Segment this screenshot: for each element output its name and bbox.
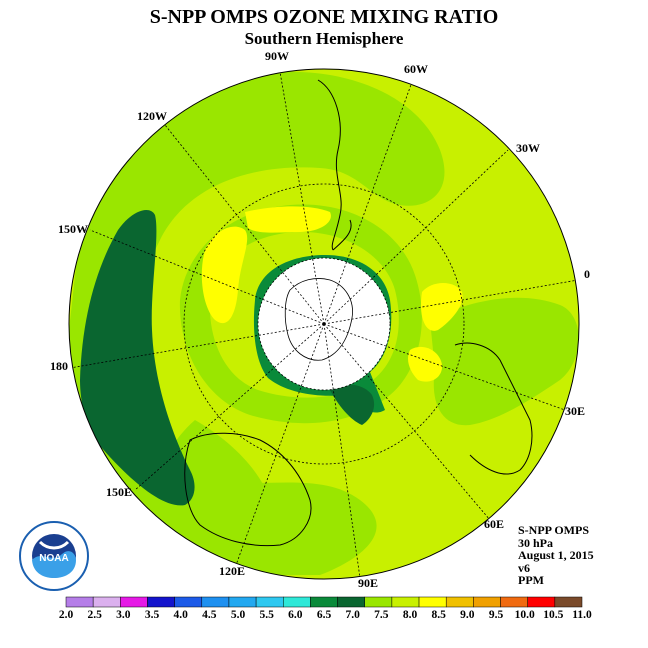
legend-tick-label: 4.0 (173, 609, 188, 621)
legend-tick-label: 6.5 (317, 609, 332, 621)
legend-swatch (527, 596, 556, 608)
level-8-5-patch-north (245, 206, 331, 233)
legend-swatch (147, 596, 175, 608)
level-8-5-patch-southeast (407, 346, 443, 382)
lon-label-30e: 30E (565, 404, 585, 418)
level-7-5-band-east (430, 297, 579, 426)
antarctica-coastline (284, 278, 353, 361)
africa-coastline (454, 342, 533, 475)
lon-label-0: 0 (584, 267, 590, 281)
legend-swatch (500, 596, 528, 608)
legend-tick-label: 8.5 (431, 609, 446, 621)
australia-coastline (184, 432, 312, 547)
level-8-5-patch-east (420, 283, 463, 331)
level-8-5-patch-west (201, 226, 248, 324)
legend-tick-label: 8.0 (403, 609, 418, 621)
legend-tick-label: 3.0 (116, 609, 131, 621)
legend-swatch (554, 596, 583, 608)
legend-tick-label: 6.0 (288, 609, 303, 621)
legend-tick-label: 3.5 (145, 609, 160, 621)
lon-label-90w: 90W (265, 49, 289, 63)
ozone-field (69, 69, 579, 579)
legend-tick-label: 10.5 (543, 609, 563, 621)
legend-tick-label: 9.0 (460, 609, 475, 621)
info-units: PPM (518, 573, 544, 587)
legend-swatch (391, 596, 420, 608)
legend-tick-label: 5.0 (231, 609, 246, 621)
legend-swatches (65, 596, 583, 608)
lon-label-60e: 60E (484, 517, 504, 531)
legend-tick-label: 2.5 (87, 609, 102, 621)
legend-tick-label: 10.0 (515, 609, 535, 621)
info-date: August 1, 2015 (518, 548, 594, 562)
legend-swatch (92, 596, 121, 608)
lon-label-60w: 60W (404, 62, 428, 76)
legend-swatch (120, 596, 148, 608)
lon-label-150e: 150E (106, 485, 132, 499)
legend-tick-label: 4.5 (202, 609, 217, 621)
page-subtitle: Southern Hemisphere (244, 29, 404, 48)
legend-swatch (337, 596, 365, 608)
legend-tick-label: 2.0 (59, 609, 74, 621)
map-border (68, 68, 580, 580)
legend-swatch (473, 596, 501, 608)
lon-label-180: 180 (50, 359, 68, 373)
legend-tick-label: 11.0 (572, 609, 592, 621)
info-block: S-NPP OMPS 30 hPa August 1, 2015 v6 PPM (518, 524, 594, 587)
noaa-logo-text: NOAA (39, 553, 68, 564)
lon-label-150w: 150W (58, 222, 88, 236)
legend-tick-label: 5.5 (259, 609, 274, 621)
legend-swatch (445, 596, 474, 608)
level-7-5-band-west (69, 71, 445, 575)
legend-ticks: 2.0 2.5 3.0 3.5 4.0 4.5 5.0 5.5 6.0 6.5 7.0 7.5 8.0 8… (59, 609, 592, 621)
legend-swatch (255, 596, 284, 608)
lon-label-120e: 120E (219, 564, 245, 578)
info-version: v6 (518, 560, 530, 575)
graticule (69, 71, 579, 579)
legend-swatch (201, 596, 230, 608)
info-level: 30 hPa (518, 535, 554, 550)
level-6-5-patch-south (330, 384, 375, 425)
south-america-coastline (317, 79, 352, 251)
noaa-logo-icon: NOAA (19, 521, 89, 591)
page-title: S-NPP OMPS OZONE MIXING RATIO (149, 6, 499, 28)
legend-swatch (283, 596, 311, 608)
legend-tick-label: 7.5 (374, 609, 389, 621)
legend-swatch (174, 596, 203, 608)
legend-swatch (418, 596, 447, 608)
info-instrument: S-NPP OMPS (518, 523, 589, 537)
legend-tick-label: 7.0 (345, 609, 360, 621)
lon-label-30w: 30W (516, 141, 540, 155)
legend-swatch (228, 596, 257, 608)
level-6-5-band-west (80, 210, 195, 506)
lon-label-120w: 120W (137, 109, 167, 123)
lon-label-90e: 90E (358, 576, 378, 590)
legend-tick-label: 9.5 (489, 609, 504, 621)
legend-swatch (310, 596, 338, 608)
legend-swatch (364, 596, 393, 608)
legend-swatch (65, 596, 94, 608)
